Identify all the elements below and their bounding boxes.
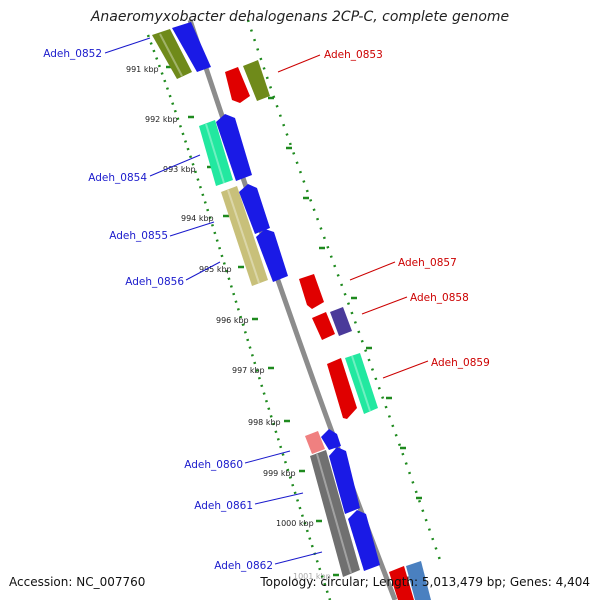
label-adeh-0862[interactable]: Adeh_0862	[214, 560, 273, 572]
gene-features	[152, 22, 431, 600]
gene-adeh0859-mint[interactable]	[345, 353, 378, 414]
gene-adeh0858-purple[interactable]	[330, 307, 352, 336]
label-adeh-0856[interactable]: Adeh_0856	[125, 276, 184, 288]
gene-adeh0858-red[interactable]	[312, 312, 335, 340]
accession-text: Accession: NC_007760	[9, 575, 146, 589]
tick-labels: 991 kbp 992 kbp 993 kbp 994 kbp 995 kbp …	[126, 65, 331, 581]
gene-bottom-red[interactable]	[389, 566, 414, 600]
genome-backbone	[187, 19, 398, 600]
gene-adeh0855-blue[interactable]	[239, 184, 270, 234]
genome-summary-text: Topology: circular; Length: 5,013,479 bp…	[260, 575, 590, 589]
gene-adeh0853-red[interactable]	[225, 67, 250, 103]
tick-label-996: 996 kbp	[216, 316, 249, 325]
gene-adeh0857-red[interactable]	[299, 274, 324, 309]
gene-adeh0861-gray[interactable]	[310, 450, 360, 577]
label-adeh-0858[interactable]: Adeh_0858	[410, 292, 469, 304]
tick-label-992: 992 kbp	[145, 115, 178, 124]
label-adeh-0860[interactable]: Adeh_0860	[184, 459, 243, 471]
tick-label-995: 995 kbp	[199, 265, 232, 274]
leader-lines-forward	[277, 54, 429, 379]
gene-adeh0853-olive[interactable]	[243, 60, 270, 101]
gene-adeh0856-blue[interactable]	[256, 229, 288, 282]
gene-adeh0861-blue[interactable]	[329, 447, 360, 514]
label-adeh-0852[interactable]: Adeh_0852	[43, 48, 102, 60]
gene-adeh0854-blue[interactable]	[216, 114, 252, 181]
gene-adeh0852-blue[interactable]	[172, 22, 211, 72]
gene-adeh0859-red[interactable]	[327, 358, 357, 419]
tick-ring-inner	[146, 34, 332, 600]
gene-adeh0862-blue[interactable]	[348, 510, 380, 571]
tick-label-999: 999 kbp	[263, 469, 296, 478]
gene-labels-reverse: Adeh_0852 Adeh_0854 Adeh_0855 Adeh_0856 …	[43, 48, 273, 572]
major-tick-marks	[166, 65, 339, 577]
tick-label-998: 998 kbp	[248, 418, 281, 427]
map-title: Anaeromyxobacter dehalogenans 2CP-C, com…	[90, 9, 510, 25]
gene-labels-forward: Adeh_0853 Adeh_0857 Adeh_0858 Adeh_0859	[324, 49, 490, 369]
tick-label-1001: 1001 kbp	[293, 572, 331, 581]
tick-label-993: 993 kbp	[163, 165, 196, 174]
label-adeh-0859[interactable]: Adeh_0859	[431, 357, 490, 369]
label-adeh-0854[interactable]: Adeh_0854	[88, 172, 147, 184]
label-adeh-0853[interactable]: Adeh_0853	[324, 49, 383, 61]
tick-label-1000: 1000 kbp	[276, 519, 314, 528]
tick-label-994: 994 kbp	[181, 214, 214, 223]
tick-label-997: 997 kbp	[232, 366, 265, 375]
label-adeh-0861[interactable]: Adeh_0861	[194, 500, 253, 512]
label-adeh-0855[interactable]: Adeh_0855	[109, 230, 168, 242]
gene-highlights	[159, 33, 371, 574]
gene-adeh0860-pink[interactable]	[305, 431, 325, 454]
gene-adeh0852-olive[interactable]	[152, 29, 192, 79]
gene-adeh0855-khaki[interactable]	[221, 186, 268, 286]
leader-lines-reverse	[104, 37, 323, 565]
gene-bottom-steelblue[interactable]	[406, 561, 431, 600]
gene-adeh0860-blue[interactable]	[321, 429, 341, 450]
tick-label-991: 991 kbp	[126, 65, 159, 74]
gene-adeh0854-mint[interactable]	[199, 120, 233, 186]
label-adeh-0857[interactable]: Adeh_0857	[398, 257, 457, 269]
outer-tick-marks	[268, 96, 422, 500]
